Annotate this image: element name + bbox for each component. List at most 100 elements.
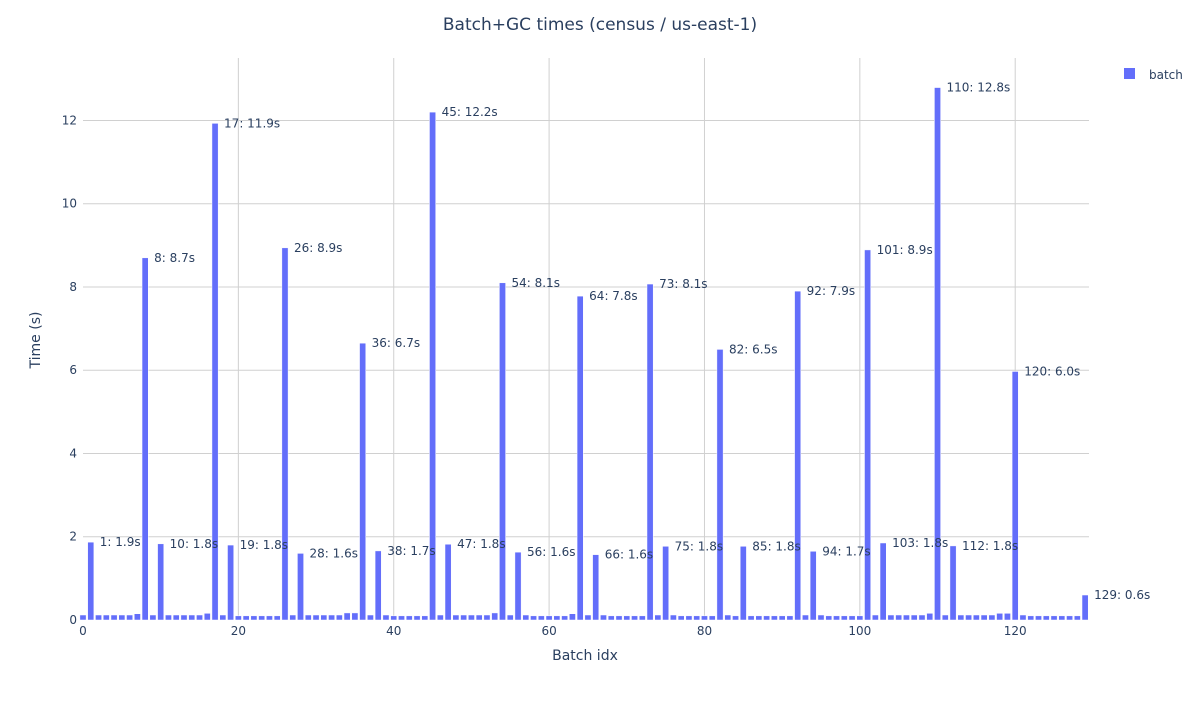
bar[interactable] <box>118 614 126 621</box>
bar[interactable] <box>965 614 972 621</box>
bar[interactable] <box>724 614 732 621</box>
bar[interactable] <box>188 614 196 621</box>
bar[interactable] <box>833 615 840 621</box>
bar[interactable] <box>708 615 716 621</box>
bar[interactable] <box>343 612 351 621</box>
bar[interactable] <box>887 614 895 621</box>
bar[interactable] <box>429 111 436 621</box>
bar[interactable] <box>258 615 266 621</box>
bar[interactable] <box>499 282 506 621</box>
bar[interactable] <box>786 615 794 621</box>
bar[interactable] <box>196 614 203 621</box>
bar[interactable] <box>584 614 592 621</box>
bar[interactable] <box>141 257 149 621</box>
bar[interactable] <box>872 614 879 621</box>
bar[interactable] <box>918 614 926 621</box>
bar[interactable] <box>87 541 95 621</box>
bar[interactable] <box>879 542 887 621</box>
bar[interactable] <box>941 614 949 621</box>
bar[interactable] <box>1027 615 1035 621</box>
bar[interactable] <box>747 615 755 621</box>
bar[interactable] <box>235 615 242 621</box>
bar[interactable] <box>949 545 957 621</box>
bar[interactable] <box>172 614 180 621</box>
bar[interactable] <box>654 614 662 621</box>
bar[interactable] <box>934 87 941 621</box>
bar[interactable] <box>677 615 685 621</box>
bar[interactable] <box>460 614 468 621</box>
bar[interactable] <box>662 546 669 621</box>
bar[interactable] <box>864 249 871 621</box>
bar[interactable] <box>755 615 763 621</box>
bar[interactable] <box>436 614 444 621</box>
bar[interactable] <box>1066 615 1073 621</box>
bar[interactable] <box>483 614 491 621</box>
bar[interactable] <box>771 615 778 621</box>
bar[interactable] <box>1042 615 1050 621</box>
bar[interactable] <box>149 614 157 621</box>
bar[interactable] <box>553 615 561 621</box>
bar[interactable] <box>685 615 693 621</box>
bar[interactable] <box>522 614 530 621</box>
bar[interactable] <box>701 615 708 621</box>
bar[interactable] <box>359 342 367 621</box>
bar[interactable] <box>320 614 328 621</box>
bar[interactable] <box>335 614 343 621</box>
bar[interactable] <box>856 615 864 621</box>
bar[interactable] <box>351 612 359 621</box>
bar[interactable] <box>110 614 118 621</box>
bar[interactable] <box>716 349 724 621</box>
bar[interactable] <box>607 615 615 621</box>
bar[interactable] <box>561 615 568 621</box>
bar[interactable] <box>180 614 188 621</box>
bar[interactable] <box>382 614 390 621</box>
bar[interactable] <box>763 615 770 621</box>
bar[interactable] <box>1058 615 1066 621</box>
bar[interactable] <box>211 123 219 621</box>
bar[interactable] <box>367 614 374 621</box>
bar[interactable] <box>95 614 102 621</box>
bar[interactable] <box>444 543 452 621</box>
bar[interactable] <box>413 615 421 621</box>
bar[interactable] <box>297 553 304 621</box>
bar[interactable] <box>988 614 996 621</box>
bar[interactable] <box>732 615 739 621</box>
bar[interactable] <box>530 615 537 621</box>
bar[interactable] <box>1011 371 1019 621</box>
bar[interactable] <box>980 614 988 621</box>
bar[interactable] <box>242 615 250 621</box>
bar[interactable] <box>157 543 165 621</box>
bar[interactable] <box>281 247 289 621</box>
bar[interactable] <box>778 615 786 621</box>
bar[interactable] <box>79 614 87 621</box>
bar[interactable] <box>102 614 110 621</box>
bar[interactable] <box>973 614 980 621</box>
bar[interactable] <box>600 614 607 621</box>
bar[interactable] <box>840 615 848 621</box>
bar[interactable] <box>739 546 747 621</box>
bar[interactable] <box>1004 613 1011 621</box>
bar[interactable] <box>693 615 701 621</box>
bar[interactable] <box>289 614 297 621</box>
bar[interactable] <box>1050 615 1058 621</box>
bar[interactable] <box>203 613 211 621</box>
bar[interactable] <box>219 614 227 621</box>
bar[interactable] <box>452 614 460 621</box>
bar[interactable] <box>638 615 646 621</box>
bar[interactable] <box>398 615 405 621</box>
bar[interactable] <box>895 614 903 621</box>
bar[interactable] <box>569 613 576 621</box>
bar[interactable] <box>227 544 234 621</box>
bar[interactable] <box>623 615 631 621</box>
bar[interactable] <box>809 551 817 621</box>
bar[interactable] <box>996 613 1004 621</box>
legend[interactable]: batch <box>1124 68 1183 82</box>
bar[interactable] <box>615 615 623 621</box>
bar[interactable] <box>304 614 312 621</box>
bar[interactable] <box>134 613 141 621</box>
bar[interactable] <box>631 615 638 621</box>
bar[interactable] <box>576 295 584 621</box>
bar[interactable] <box>1073 615 1081 621</box>
bar[interactable] <box>328 614 335 621</box>
bar[interactable] <box>374 550 382 621</box>
